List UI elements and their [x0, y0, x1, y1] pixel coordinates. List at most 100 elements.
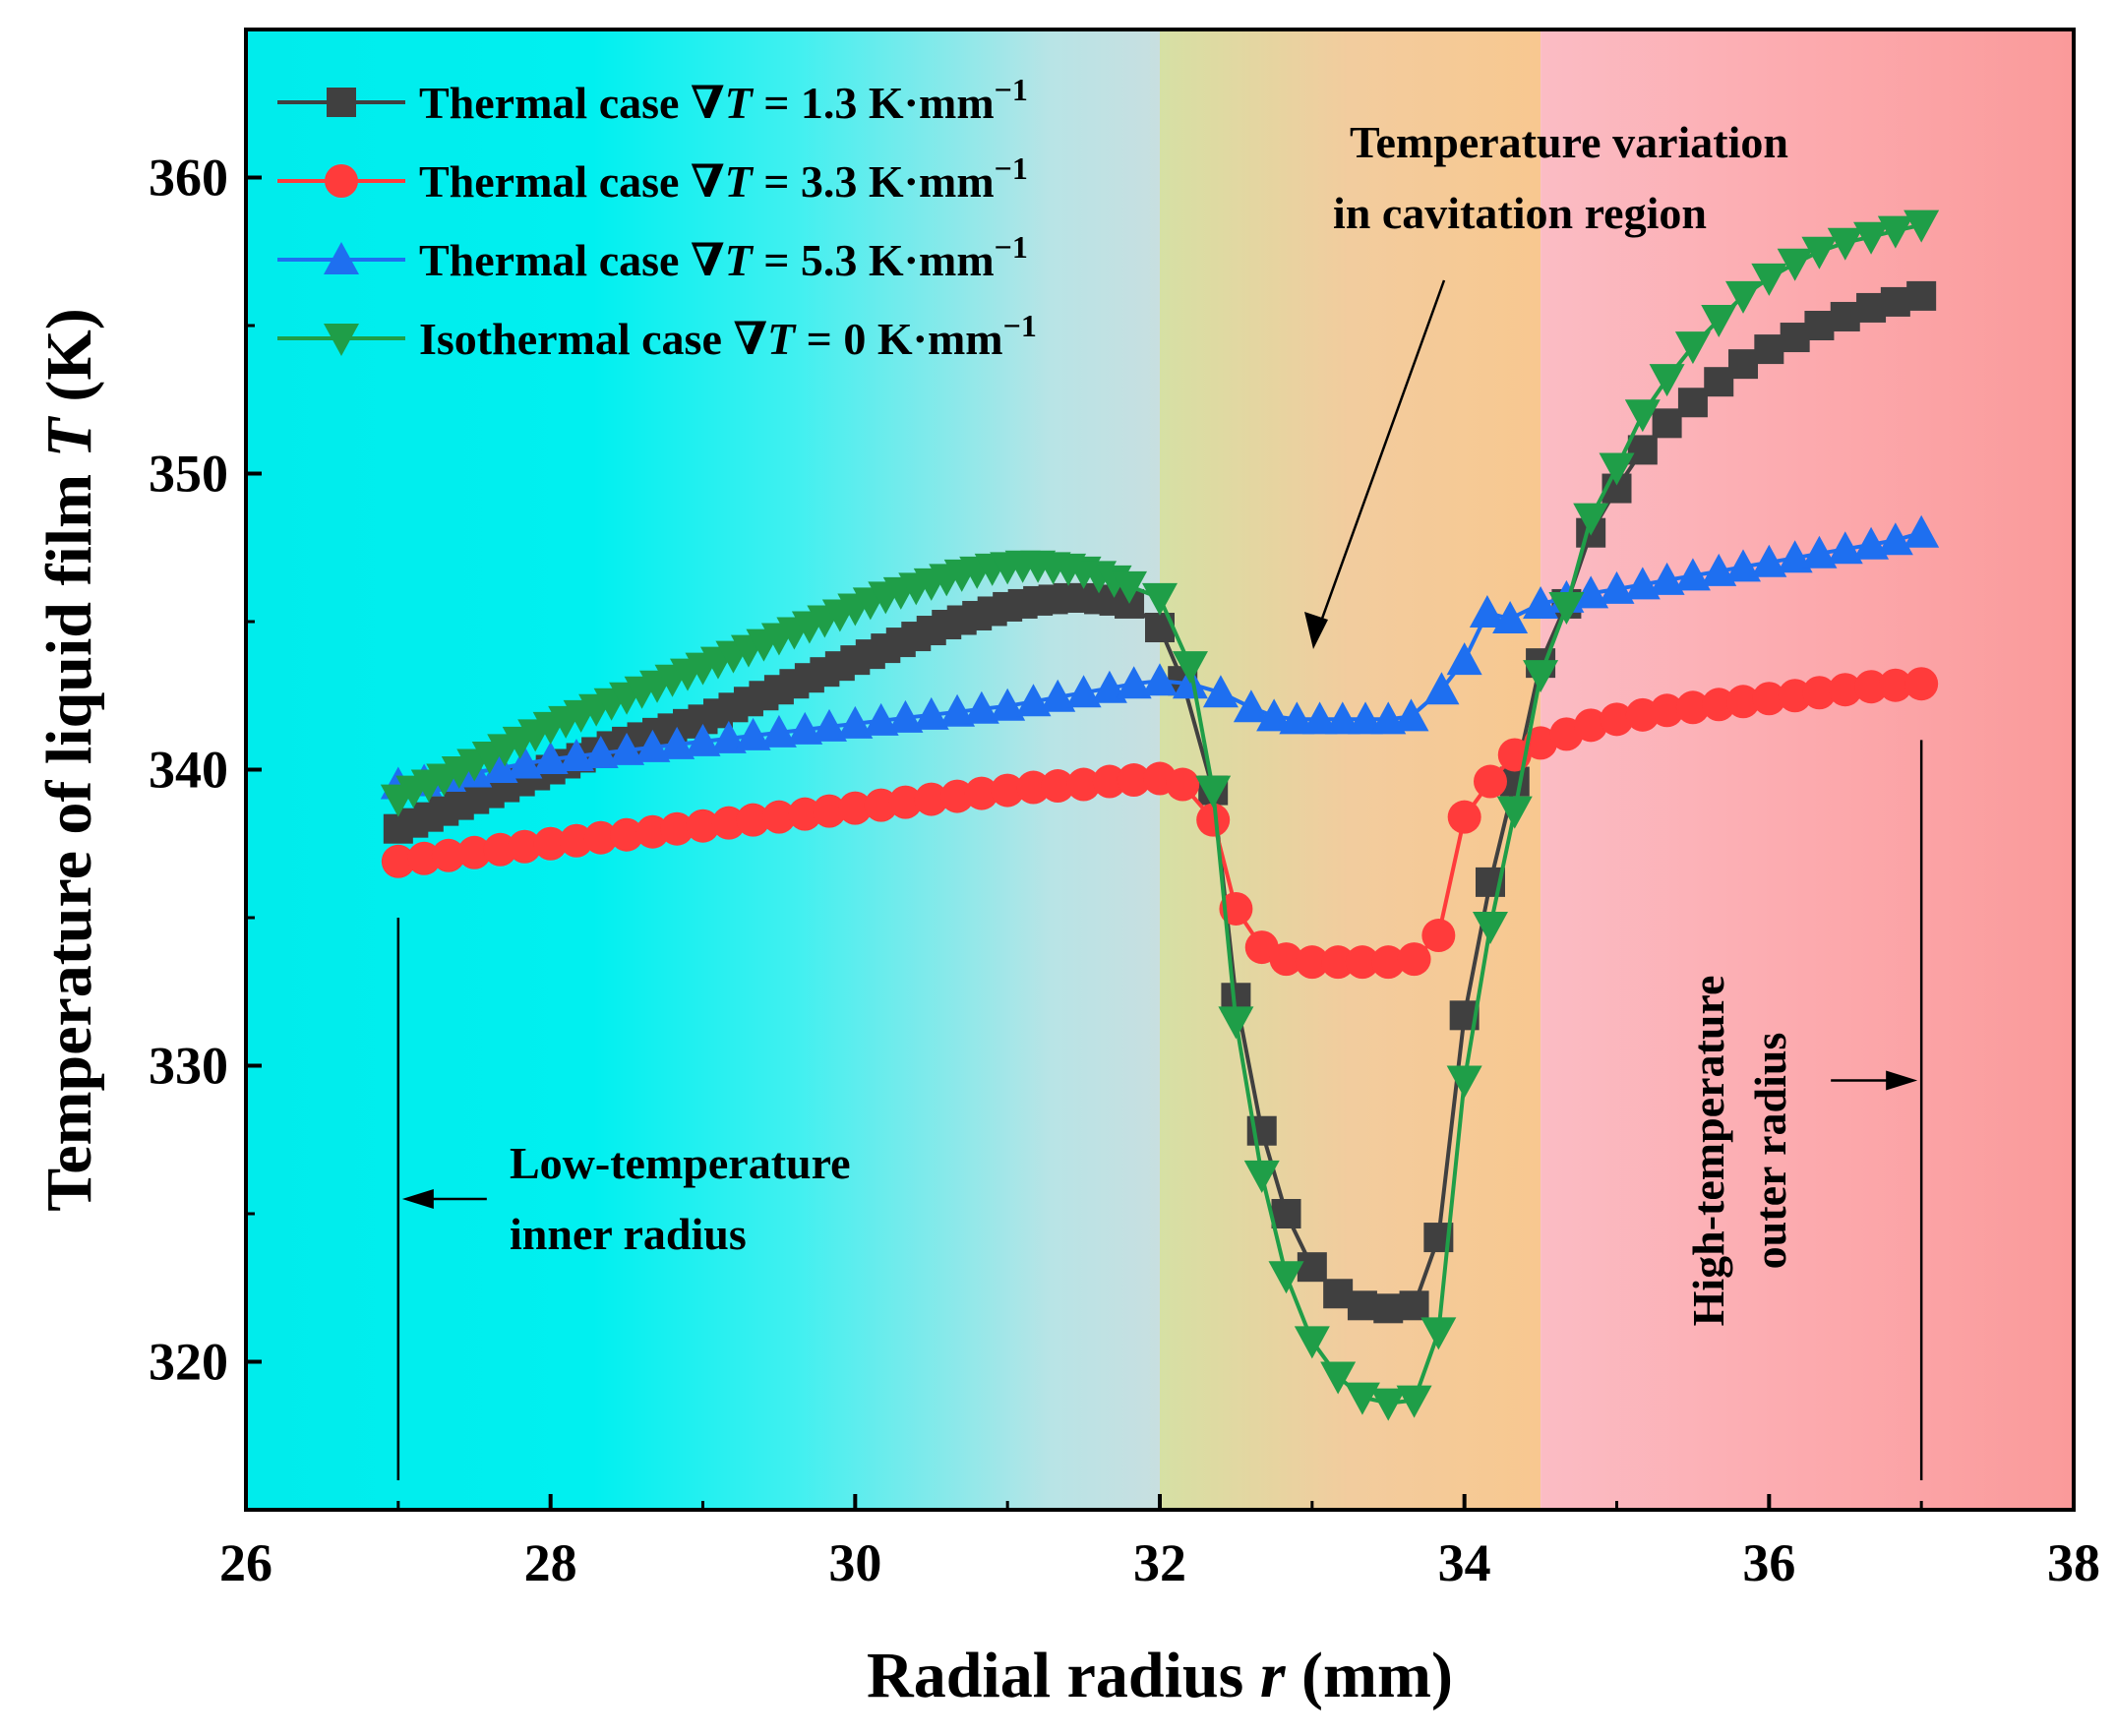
data-point — [864, 788, 898, 822]
data-point — [964, 776, 998, 810]
annotation-low-line2: inner radius — [510, 1209, 747, 1259]
legend-label: Thermal case ∇T = 3.3 K·mm−1 — [419, 150, 1028, 207]
data-point — [1195, 775, 1232, 808]
legend-marker — [324, 324, 359, 356]
data-point — [1092, 764, 1126, 799]
data-point — [1649, 562, 1685, 595]
data-point — [939, 693, 976, 727]
data-point — [1652, 408, 1682, 439]
data-point — [1524, 726, 1558, 760]
data-point — [1112, 570, 1148, 604]
data-point — [1877, 215, 1913, 249]
legend-marker — [327, 88, 356, 117]
data-point — [1574, 708, 1608, 743]
data-point — [559, 823, 593, 858]
data-point — [583, 820, 618, 855]
data-point — [1297, 1252, 1327, 1283]
legend-marker — [325, 164, 358, 198]
data-point — [1233, 689, 1269, 723]
data-point — [1726, 685, 1761, 719]
data-point — [1447, 800, 1481, 834]
data-point — [914, 782, 948, 816]
data-point — [582, 735, 619, 768]
data-point — [1269, 942, 1303, 977]
data-point — [991, 773, 1025, 808]
data-point — [1675, 690, 1710, 725]
data-point — [1344, 1382, 1380, 1415]
data-point — [1649, 364, 1685, 397]
data-point — [787, 711, 823, 745]
data-point — [1801, 535, 1838, 569]
data-point — [963, 690, 999, 724]
data-point — [1830, 301, 1860, 331]
data-point — [483, 832, 517, 867]
data-point — [1906, 280, 1937, 311]
axis-ticks: 26 28 30 32 34 36 38 320 330 340 350 360 — [149, 28, 2100, 1592]
y-tick-label: 330 — [149, 1037, 228, 1096]
data-point — [1396, 1385, 1432, 1418]
data-point — [1142, 663, 1178, 696]
data-point — [1324, 701, 1360, 735]
data-point — [1804, 311, 1835, 340]
data-point — [1778, 679, 1812, 713]
data-point — [1674, 558, 1711, 591]
data-point — [457, 835, 492, 869]
data-point — [609, 732, 645, 765]
legend-marker — [324, 242, 359, 274]
legend: Thermal case ∇T = 1.3 K·mm−1 Thermal cas… — [277, 72, 1037, 364]
data-point — [1066, 767, 1101, 802]
x-tick-label: 36 — [1742, 1533, 1795, 1592]
data-point — [711, 806, 746, 840]
data-point — [1573, 575, 1609, 609]
data-point — [1348, 701, 1384, 735]
cavitation-arrow-line — [1316, 279, 1446, 630]
annotation-high-line2: outer radius — [1745, 1033, 1795, 1270]
background-region-2 — [1541, 30, 2074, 1510]
data-point — [837, 705, 874, 739]
data-point — [1496, 796, 1533, 829]
data-point — [532, 741, 569, 774]
data-point — [1295, 945, 1329, 980]
data-point — [1420, 1317, 1457, 1350]
y-tick-label: 350 — [149, 445, 228, 504]
annotation-cavitation: Temperature variation in cavitation regi… — [1304, 117, 1788, 649]
data-point — [1802, 676, 1837, 710]
outer-radius-arrow-head — [1886, 1070, 1918, 1091]
data-point — [1650, 693, 1684, 728]
cavitation-arrow-head — [1304, 612, 1328, 649]
data-point — [838, 791, 873, 825]
series-1 — [381, 667, 1939, 980]
data-point — [788, 797, 822, 831]
data-point — [1751, 263, 1787, 296]
data-point — [1677, 388, 1708, 418]
data-point — [1627, 435, 1658, 465]
data-point — [1904, 210, 1940, 243]
data-point — [1142, 582, 1178, 616]
data-point — [659, 726, 695, 759]
data-point — [1725, 549, 1762, 582]
y-axis-title: Temperature of liquid film T (K) — [33, 308, 105, 1211]
series-2 — [380, 514, 1940, 800]
data-point — [940, 779, 975, 813]
data-point — [1904, 514, 1940, 548]
x-tick-label: 32 — [1133, 1533, 1186, 1592]
data-point — [407, 841, 442, 875]
data-point — [1754, 334, 1784, 365]
x-tick-label: 30 — [828, 1533, 881, 1592]
data-point — [508, 829, 542, 864]
data-point — [1243, 1160, 1280, 1193]
data-point — [1373, 1293, 1404, 1324]
data-point — [1202, 675, 1239, 708]
data-point — [1548, 591, 1585, 625]
y-tick-label: 320 — [149, 1333, 228, 1392]
data-point — [913, 696, 949, 730]
data-point — [685, 723, 721, 756]
data-point — [1040, 679, 1076, 712]
annotation-high-temperature: High-temperature outer radius — [1683, 976, 1795, 1327]
data-point — [1279, 701, 1315, 735]
data-point — [1065, 675, 1102, 708]
data-point — [1751, 544, 1787, 577]
data-point — [1116, 666, 1152, 699]
